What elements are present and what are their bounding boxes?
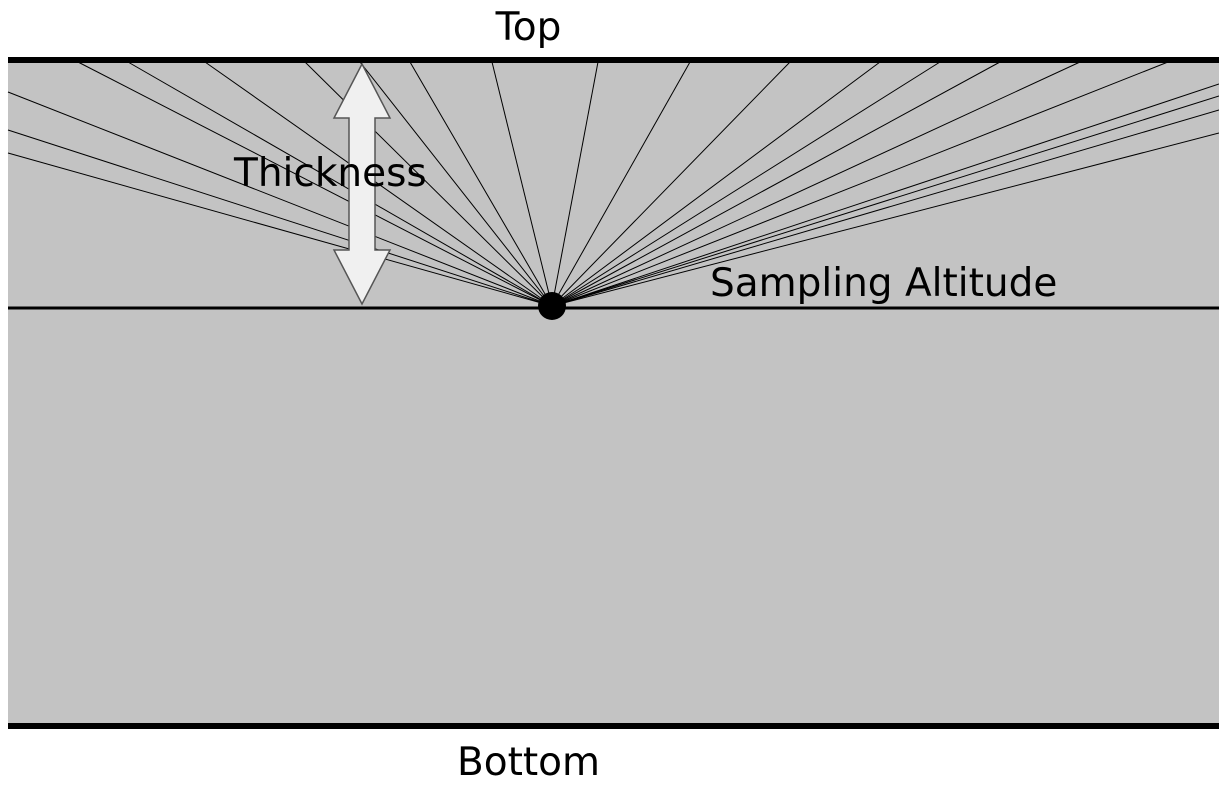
ray-line: [7, 152, 553, 307]
bottom-label: Bottom: [456, 740, 601, 785]
thickness-double-arrow: [332, 62, 392, 306]
ray-line: [551, 61, 599, 307]
ray-line: [551, 61, 1169, 307]
ray-line: [491, 61, 553, 307]
sampling-altitude-label: Sampling Altitude: [710, 261, 1058, 306]
thickness-label: Thickness: [234, 151, 427, 196]
ray-line: [127, 61, 553, 307]
ray-line: [77, 61, 553, 307]
ray-line: [551, 61, 691, 307]
ray-line: [359, 61, 553, 307]
ray-line: [551, 61, 941, 307]
ray-line: [551, 132, 1219, 307]
top-label: Top: [495, 5, 562, 50]
ray-line: [204, 61, 553, 307]
ray-line: [409, 61, 553, 307]
atmosphere-layer: [8, 60, 1219, 726]
ray-line: [551, 61, 1081, 307]
ray-line: [551, 109, 1219, 307]
ray-line: [551, 61, 881, 307]
sampling-point: [538, 292, 566, 320]
ray-line: [551, 61, 1001, 307]
rays-group: [7, 61, 1219, 307]
ray-line: [551, 83, 1219, 307]
ray-line: [7, 129, 553, 307]
ray-line: [551, 95, 1219, 307]
ray-line: [551, 61, 791, 307]
ray-line: [7, 91, 553, 307]
